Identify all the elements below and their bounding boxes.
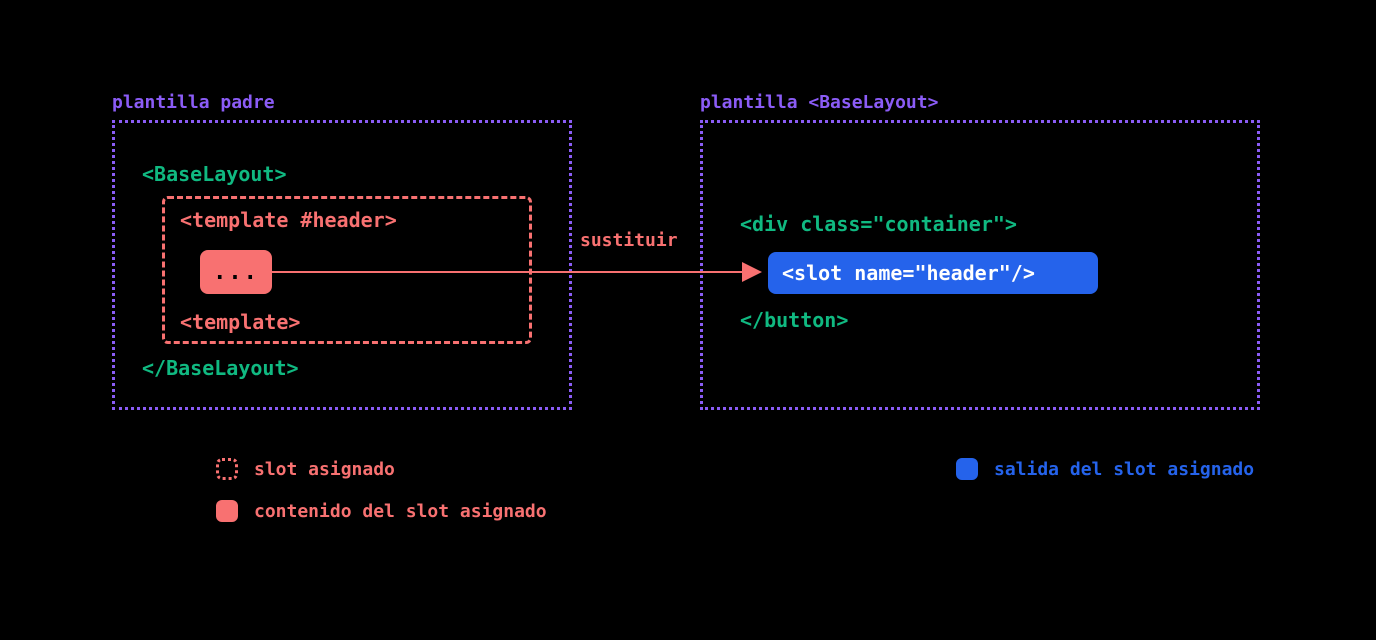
legend-slot-content: contenido del slot asignado [216, 500, 547, 522]
legend-solid-coral-icon [216, 500, 238, 522]
legend-dashed-icon [216, 458, 238, 480]
legend-slot-assigned-label: slot asignado [254, 459, 395, 480]
legend-solid-blue-icon [956, 458, 978, 480]
legend-slot-content-label: contenido del slot asignado [254, 501, 547, 522]
legend-slot-output-label: salida del slot asignado [994, 459, 1254, 480]
legend-slot-assigned: slot asignado [216, 458, 395, 480]
arrow-label: sustituir [580, 230, 678, 251]
substitute-arrow [0, 0, 1376, 640]
legend-slot-output: salida del slot asignado [956, 458, 1254, 480]
